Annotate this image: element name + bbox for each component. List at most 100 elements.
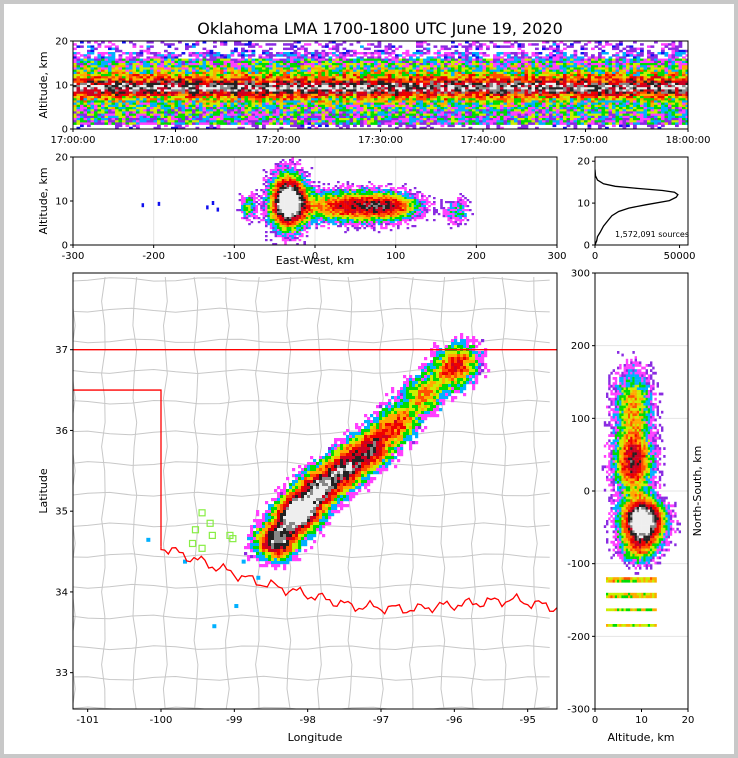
time-height-cell bbox=[202, 54, 207, 57]
time-height-cell bbox=[475, 98, 480, 101]
time-height-cell bbox=[104, 107, 109, 110]
time-height-cell bbox=[136, 54, 140, 57]
time-height-cell bbox=[517, 98, 522, 101]
time-height-cell bbox=[255, 107, 259, 110]
time-height-cell bbox=[363, 113, 368, 117]
time-height-cell bbox=[248, 87, 252, 90]
time-height-cell bbox=[321, 102, 326, 106]
time-height-cell bbox=[132, 65, 137, 68]
time-height-cell bbox=[514, 122, 518, 125]
time-height-cell bbox=[297, 124, 301, 128]
time-height-cell bbox=[241, 60, 245, 64]
time-height-cell bbox=[346, 49, 350, 53]
time-height-cell bbox=[423, 58, 427, 62]
time-height-cell bbox=[297, 122, 301, 125]
time-height-cell bbox=[318, 104, 322, 108]
time-height-cell bbox=[496, 82, 501, 86]
time-height-cell bbox=[157, 115, 161, 119]
time-height-cell bbox=[388, 104, 392, 108]
time-height-cell bbox=[87, 107, 91, 110]
time-height-cell bbox=[374, 52, 378, 55]
time-height-cell bbox=[234, 65, 238, 68]
time-height-cell bbox=[248, 80, 252, 84]
time-height-cell bbox=[381, 49, 385, 53]
time-height-cell bbox=[220, 60, 224, 64]
time-height-cell bbox=[559, 98, 564, 101]
time-height-cell bbox=[178, 58, 182, 62]
time-height-cell bbox=[290, 115, 294, 119]
time-height-cell bbox=[377, 80, 382, 84]
time-height-cell bbox=[416, 74, 420, 77]
time-height-cell bbox=[178, 67, 182, 70]
time-height-cell bbox=[500, 98, 504, 101]
time-height-cell bbox=[482, 69, 487, 73]
time-height-cell bbox=[510, 45, 515, 48]
time-height-cell bbox=[153, 115, 158, 119]
time-height-cell bbox=[363, 85, 368, 88]
time-height-cell bbox=[227, 54, 231, 57]
time-height-cell bbox=[545, 91, 550, 95]
time-height-cell bbox=[90, 63, 95, 66]
time-height-cell bbox=[542, 98, 546, 101]
time-height-cell bbox=[335, 80, 340, 84]
time-height-cell bbox=[423, 65, 427, 68]
time-height-cell bbox=[412, 91, 417, 95]
time-height-cell bbox=[118, 82, 123, 86]
time-height-cell bbox=[458, 76, 462, 79]
time-height-cell bbox=[111, 93, 116, 97]
time-height-cell bbox=[489, 58, 494, 62]
time-height-cell bbox=[311, 93, 315, 97]
time-height-cell bbox=[570, 100, 574, 103]
time-height-cell bbox=[395, 65, 399, 68]
time-height-cell bbox=[398, 107, 403, 110]
time-height-cell bbox=[164, 71, 168, 75]
time-height-cell bbox=[234, 60, 238, 64]
time-height-cell bbox=[451, 93, 455, 97]
time-height-cell bbox=[244, 63, 249, 66]
time-height-cell bbox=[132, 82, 137, 86]
time-height-cell bbox=[433, 63, 438, 66]
time-height-cell bbox=[87, 49, 91, 53]
time-height-cell bbox=[370, 115, 375, 119]
time-height-cell bbox=[507, 56, 511, 59]
time-height-cell bbox=[234, 98, 238, 101]
time-height-cell bbox=[528, 78, 532, 81]
time-height-cell bbox=[437, 89, 441, 92]
time-height-cell bbox=[213, 120, 217, 123]
time-height-cell bbox=[402, 76, 406, 79]
time-height-cell bbox=[262, 58, 266, 62]
time-height-cell bbox=[188, 91, 193, 95]
time-height-cell bbox=[80, 111, 84, 114]
time-height-cell bbox=[272, 115, 277, 119]
time-height-cell bbox=[468, 93, 473, 97]
time-height-cell bbox=[188, 93, 193, 97]
time-height-cell bbox=[195, 126, 200, 129]
figure-title: Oklahoma LMA 1700-1800 UTC June 19, 2020 bbox=[197, 19, 563, 38]
time-height-cell bbox=[440, 104, 445, 108]
time-height-cell bbox=[433, 113, 438, 117]
time-height-cell bbox=[503, 111, 508, 114]
time-height-cell bbox=[185, 91, 189, 95]
time-height-cell bbox=[444, 52, 448, 55]
time-height-cell bbox=[500, 109, 504, 112]
time-height-cell bbox=[90, 91, 95, 95]
time-height-cell bbox=[402, 89, 406, 92]
time-height-cell bbox=[255, 98, 259, 101]
time-height-cell bbox=[297, 56, 301, 59]
time-height-cell bbox=[255, 93, 259, 97]
time-height-cell bbox=[510, 98, 515, 101]
time-height-cell bbox=[188, 98, 193, 101]
time-height-cell bbox=[286, 58, 291, 62]
time-height-cell bbox=[437, 102, 441, 106]
time-height-cell bbox=[440, 80, 445, 84]
time-height-cell bbox=[577, 71, 581, 75]
time-height-cell bbox=[258, 102, 263, 106]
time-height-cell bbox=[468, 109, 473, 112]
time-height-cell bbox=[412, 67, 417, 70]
time-height-cell bbox=[325, 52, 329, 55]
time-height-cell bbox=[237, 118, 242, 121]
time-height-cell bbox=[136, 58, 140, 62]
time-height-cell bbox=[377, 91, 382, 95]
time-height-cell bbox=[269, 102, 273, 106]
time-height-cell bbox=[503, 118, 508, 121]
